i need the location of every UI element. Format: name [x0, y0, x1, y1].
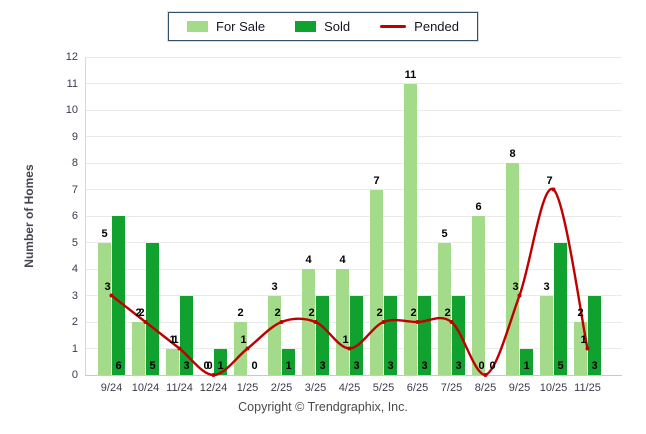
label-pended: 7 [546, 174, 553, 187]
x-tick-label: 5/25 [372, 382, 395, 394]
label-sold: 6 [115, 360, 122, 372]
label-pended: 1 [342, 333, 349, 346]
y-tick-label: 0 [71, 369, 78, 381]
label-for-sale: 1 [169, 333, 176, 346]
gridline [85, 162, 622, 164]
label-for-sale: 5 [441, 227, 448, 240]
label-sold: 0 [489, 360, 496, 372]
label-pended: 2 [444, 307, 451, 319]
label-pended: 2 [308, 307, 315, 319]
label-pended: 1 [580, 333, 587, 346]
y-tick-label: 2 [71, 316, 78, 328]
legend-item-label: Pended [414, 19, 459, 34]
y-tick-label: 4 [71, 263, 78, 275]
label-sold: 5 [149, 360, 156, 372]
label-for-sale: 6 [475, 201, 482, 213]
x-tick-label: 1/25 [236, 382, 259, 394]
x-tick-label: 12/24 [199, 382, 228, 394]
x-tick-label: 9/25 [508, 382, 531, 394]
x-tick-label: 6/25 [406, 382, 429, 394]
gridline [85, 109, 622, 111]
copyright-text: Copyright © Trendgraphix, Inc. [238, 400, 408, 414]
label-sold: 5 [557, 360, 564, 372]
legend-item-pended: Pended [380, 19, 459, 34]
gridline [85, 136, 622, 137]
label-sold: 3 [319, 360, 326, 372]
label-pended: 0 [478, 360, 485, 372]
label-sold: 3 [353, 360, 360, 372]
y-tick-label: 3 [71, 289, 78, 302]
label-sold: 1 [285, 360, 292, 372]
y-axis-line [85, 57, 86, 375]
line-swatch-icon [380, 25, 407, 28]
legend-item-label: Sold [324, 19, 351, 34]
x-tick-label: 3/25 [304, 382, 327, 394]
y-tick-label: 11 [66, 77, 78, 90]
x-tick-label: 10/24 [131, 382, 160, 394]
label-sold: 3 [183, 360, 190, 372]
label-sold: 3 [387, 360, 394, 372]
y-tick-label: 9 [71, 130, 78, 143]
label-pended: 1 [240, 333, 247, 346]
label-for-sale: 3 [271, 280, 278, 293]
y-tick-label: 6 [71, 210, 78, 222]
label-for-sale: 2 [135, 307, 142, 319]
label-pended: 0 [206, 360, 213, 372]
label-for-sale: 4 [339, 254, 346, 266]
label-for-sale: 2 [577, 307, 584, 319]
legend-item-sold: Sold [295, 19, 350, 34]
x-tick-label: 2/25 [270, 382, 293, 394]
label-sold: 3 [591, 360, 598, 372]
bar-for-sale [98, 242, 111, 375]
label-for-sale: 3 [543, 280, 550, 293]
y-tick-label: 12 [65, 51, 78, 63]
label-for-sale: 5 [101, 227, 108, 240]
x-tick-label: 10/25 [539, 382, 568, 394]
label-sold: 1 [217, 360, 224, 372]
legend-item-for-sale: For Sale [187, 19, 265, 34]
label-pended: 2 [274, 307, 281, 319]
gridline [85, 56, 622, 58]
label-sold: 1 [523, 360, 530, 372]
label-sold: 0 [251, 360, 258, 372]
label-pended: 2 [410, 307, 417, 319]
label-pended: 2 [138, 307, 145, 319]
box-swatch-icon [295, 21, 317, 32]
label-pended: 2 [376, 307, 383, 319]
box-swatch-icon [187, 21, 208, 32]
x-tick-label: 11/24 [166, 382, 193, 394]
label-pended: 1 [172, 333, 179, 346]
x-tick-label: 11/25 [574, 382, 601, 394]
label-for-sale: 4 [305, 254, 312, 266]
label-for-sale: 7 [373, 174, 380, 187]
label-for-sale: 0 [203, 360, 210, 372]
x-tick-label: 4/25 [338, 382, 361, 394]
label-sold: 3 [455, 360, 462, 372]
y-tick-label: 10 [65, 104, 78, 116]
y-tick-label: 8 [71, 157, 78, 169]
label-for-sale: 8 [509, 148, 516, 160]
gridline [85, 83, 622, 84]
legend: For Sale Sold Pended [168, 12, 478, 41]
label-sold: 3 [421, 360, 428, 372]
label-for-sale: 2 [237, 307, 244, 319]
label-pended: 3 [104, 280, 111, 293]
x-tick-label: 8/25 [474, 382, 497, 394]
y-tick-label: 7 [71, 183, 78, 196]
label-pended: 3 [512, 280, 519, 293]
y-tick-label: 1 [71, 342, 78, 355]
bar-sold [588, 295, 601, 375]
x-tick-label: 9/24 [100, 382, 123, 394]
x-tick-label: 7/25 [440, 382, 463, 394]
legend-item-label: For Sale [216, 19, 266, 34]
y-tick-label: 5 [71, 236, 78, 249]
label-for-sale: 11 [404, 68, 417, 81]
